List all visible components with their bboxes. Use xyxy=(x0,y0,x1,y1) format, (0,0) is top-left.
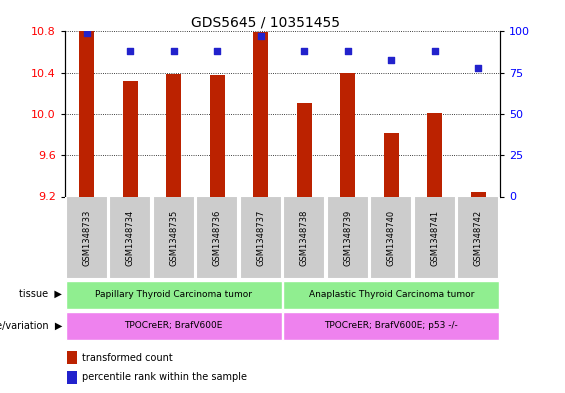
Bar xyxy=(79,31,94,196)
Text: GSM1348741: GSM1348741 xyxy=(431,210,439,266)
Point xyxy=(125,48,134,54)
Bar xyxy=(110,196,151,279)
Text: GSM1348737: GSM1348737 xyxy=(257,209,265,266)
Bar xyxy=(123,81,138,196)
Bar xyxy=(253,33,268,196)
Point xyxy=(473,64,483,71)
Bar xyxy=(458,196,499,279)
Text: GSM1348742: GSM1348742 xyxy=(474,210,483,266)
Point xyxy=(169,48,178,54)
Bar xyxy=(414,196,455,279)
Bar xyxy=(153,196,194,279)
Text: Papillary Thyroid Carcinoma tumor: Papillary Thyroid Carcinoma tumor xyxy=(95,290,252,299)
Text: percentile rank within the sample: percentile rank within the sample xyxy=(82,373,247,382)
Bar xyxy=(67,371,77,384)
Text: transformed count: transformed count xyxy=(82,353,173,362)
Bar xyxy=(284,281,499,309)
Text: GSM1348739: GSM1348739 xyxy=(344,209,352,266)
Bar xyxy=(297,103,312,196)
Bar xyxy=(284,312,499,340)
Text: GSM1348733: GSM1348733 xyxy=(82,209,91,266)
Bar xyxy=(427,113,442,196)
Bar xyxy=(471,192,486,196)
Text: genotype/variation  ▶: genotype/variation ▶ xyxy=(0,321,62,331)
Text: Anaplastic Thyroid Carcinoma tumor: Anaplastic Thyroid Carcinoma tumor xyxy=(308,290,474,299)
Text: GDS5645 / 10351455: GDS5645 / 10351455 xyxy=(191,16,340,30)
Text: GSM1348736: GSM1348736 xyxy=(213,209,221,266)
Bar xyxy=(371,196,412,279)
Text: GSM1348738: GSM1348738 xyxy=(300,209,308,266)
Bar xyxy=(240,196,281,279)
Text: TPOCreER; BrafV600E: TPOCreER; BrafV600E xyxy=(124,321,223,330)
Point xyxy=(212,48,221,54)
Text: TPOCreER; BrafV600E; p53 -/-: TPOCreER; BrafV600E; p53 -/- xyxy=(324,321,458,330)
Bar xyxy=(67,351,77,364)
Bar xyxy=(66,196,107,279)
Point xyxy=(256,33,265,40)
Bar xyxy=(210,75,225,196)
Text: tissue  ▶: tissue ▶ xyxy=(19,289,62,299)
Point xyxy=(82,30,92,36)
Point xyxy=(386,56,396,62)
Bar xyxy=(166,74,181,196)
Point xyxy=(299,48,308,54)
Text: GSM1348734: GSM1348734 xyxy=(126,209,134,266)
Bar xyxy=(66,281,281,309)
Bar xyxy=(197,196,238,279)
Text: GSM1348735: GSM1348735 xyxy=(170,209,178,266)
Point xyxy=(430,48,439,54)
Point xyxy=(343,48,352,54)
Bar xyxy=(327,196,368,279)
Bar xyxy=(284,196,325,279)
Bar xyxy=(66,312,281,340)
Bar xyxy=(384,132,399,196)
Text: GSM1348740: GSM1348740 xyxy=(387,210,396,266)
Bar xyxy=(340,73,355,196)
